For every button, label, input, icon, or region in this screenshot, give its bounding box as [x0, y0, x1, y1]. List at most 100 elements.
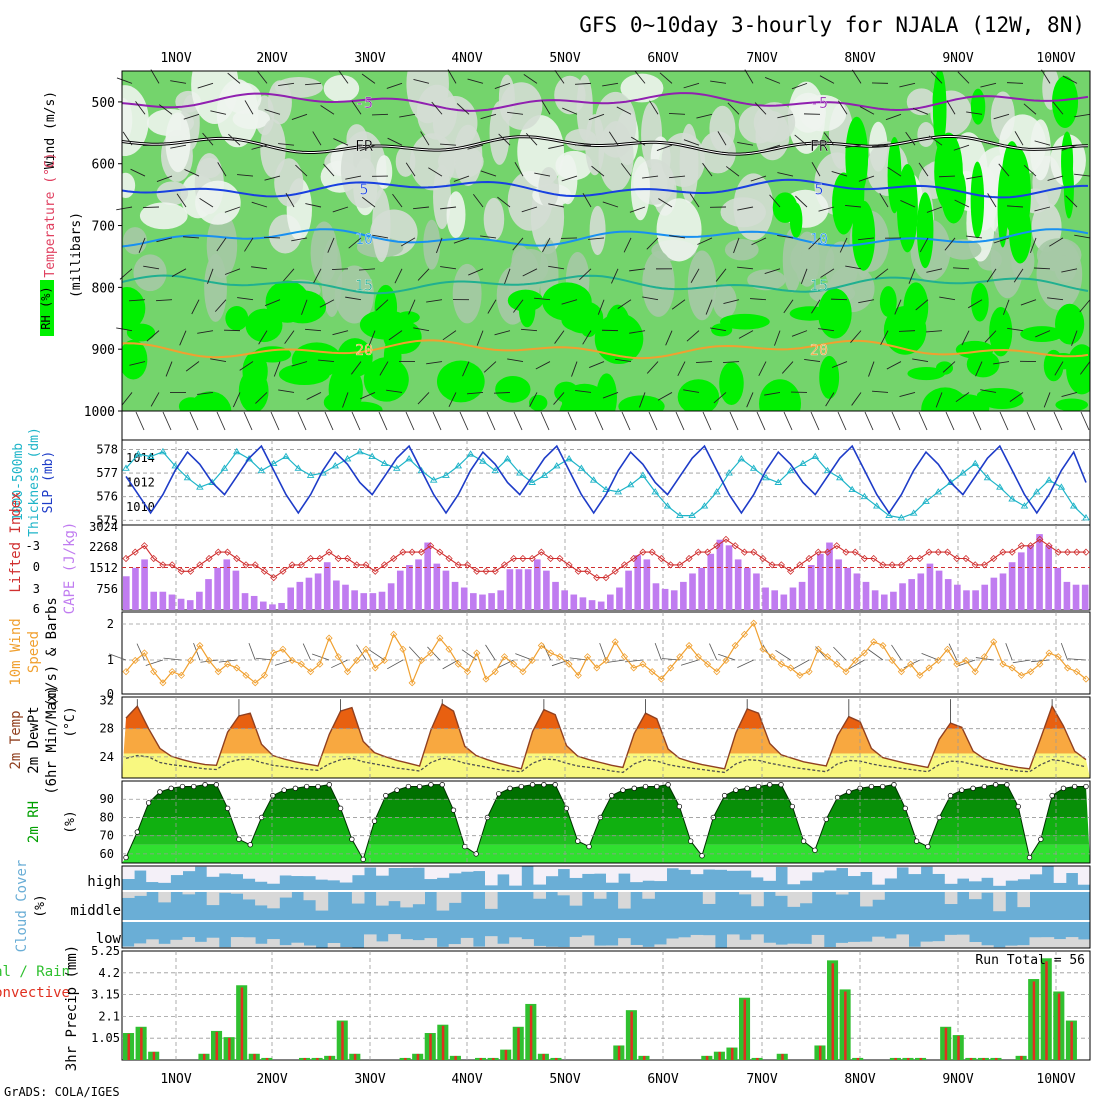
wind-barb	[629, 268, 646, 272]
surface-wind-barb	[891, 644, 902, 661]
li-point	[445, 554, 453, 563]
day-label: 3NOV	[354, 1072, 385, 1087]
cloud-mid-gap	[860, 892, 873, 907]
isotherm-label: 20	[810, 341, 828, 359]
rh-point	[428, 781, 434, 788]
wind-barb	[697, 237, 713, 245]
surface-wind-barb	[833, 646, 847, 661]
thickness-point	[540, 471, 549, 478]
cloud-low-gap	[327, 943, 341, 948]
cape-bar	[506, 569, 514, 610]
wind-point	[233, 664, 241, 672]
cloud-low-gap	[376, 941, 389, 948]
cloud-mid-gap	[122, 892, 135, 898]
wind-barb	[918, 162, 929, 177]
wind-point	[1027, 668, 1035, 676]
rh-point	[360, 856, 366, 863]
thickness-point	[885, 511, 893, 519]
thickness-point	[429, 476, 438, 483]
isotherm-line	[122, 178, 1088, 199]
li-point	[740, 548, 749, 556]
y-tick-label: 0	[107, 687, 114, 701]
isotherm-label: 10	[355, 230, 373, 248]
thickness-point	[860, 492, 869, 500]
wind-barb	[894, 299, 902, 315]
wind-point	[1017, 671, 1025, 679]
cape-bar	[1072, 584, 1080, 610]
cloud-high-gap	[654, 866, 667, 882]
surface-wind-barb	[1012, 659, 1031, 664]
wind-barb	[980, 389, 997, 393]
cloud-low-gap	[158, 943, 171, 948]
cloud-high-gap	[122, 866, 135, 879]
chart-title: GFS 0~10day 3-hourly for NJALA (12W, 8N)	[579, 13, 1085, 37]
precip-conv-bar	[617, 1045, 621, 1060]
wind-barb	[750, 175, 767, 182]
wind-barb	[1014, 131, 1024, 146]
rh-moist-patch	[122, 287, 146, 330]
rh-point	[1015, 803, 1021, 810]
wind-point	[833, 660, 841, 668]
rh-moist-patch	[596, 373, 617, 411]
wind-barb	[447, 69, 457, 84]
cloud-high-gap	[932, 866, 946, 874]
wind-barb	[610, 268, 619, 284]
surface-barb	[891, 411, 901, 431]
day-label: 8NOV	[844, 1072, 875, 1087]
wind-barb	[467, 392, 484, 395]
surface-wind-barb	[1060, 642, 1068, 661]
wind-barb	[554, 330, 565, 344]
rh-point	[1072, 783, 1078, 790]
li-point	[713, 542, 721, 550]
wind-barb	[387, 137, 403, 146]
li-point	[759, 554, 767, 563]
wind-point	[943, 645, 952, 653]
axis-label: Wind (m/s)	[43, 91, 58, 169]
wind-barb	[630, 136, 646, 146]
wind-barb	[677, 361, 686, 377]
cape-bar	[396, 570, 404, 610]
wind-barb	[926, 268, 943, 273]
day-label: 5NOV	[549, 51, 580, 66]
wind-barb	[966, 111, 983, 115]
wind-barb	[150, 392, 160, 407]
rh-patch	[372, 189, 391, 263]
wind-barb	[405, 162, 416, 177]
wind-barb	[264, 299, 281, 307]
cape-bar	[999, 573, 1007, 610]
thickness-point	[922, 497, 930, 504]
thickness-point	[294, 464, 303, 471]
cloud-low-gap	[1065, 937, 1079, 948]
li-point	[676, 561, 684, 569]
surface-barb	[1080, 411, 1090, 431]
surface-wind-barb	[542, 643, 551, 661]
cloud-low-gap	[956, 934, 970, 948]
axis-label: Lifted Index	[8, 491, 24, 592]
surface-barb	[540, 411, 550, 431]
wind-point	[934, 656, 942, 665]
cloud-high-gap	[497, 866, 510, 875]
wind-point	[888, 656, 896, 665]
cloud-high-gap	[279, 866, 292, 876]
wind-barb	[562, 107, 578, 115]
wind-barb	[1041, 69, 1051, 84]
rh-patch	[720, 197, 766, 228]
li-point	[380, 561, 389, 569]
wind-barb	[669, 175, 686, 179]
wind-barb	[295, 164, 308, 177]
li-point	[556, 554, 564, 563]
wind-barb	[850, 330, 862, 343]
wind-barb	[251, 144, 268, 150]
cape-bar	[1017, 552, 1025, 610]
precip-conv-bar	[1032, 981, 1036, 1060]
li-point	[390, 554, 398, 563]
wind-barb	[156, 237, 173, 243]
rh-patch	[123, 227, 147, 255]
rh-point	[1026, 854, 1033, 861]
wind-barb	[534, 297, 551, 301]
cloud-low-gap	[581, 935, 595, 948]
li-point	[288, 561, 296, 569]
wind-barb	[497, 196, 511, 208]
wind-barb	[285, 192, 295, 208]
wind-point	[907, 660, 915, 668]
